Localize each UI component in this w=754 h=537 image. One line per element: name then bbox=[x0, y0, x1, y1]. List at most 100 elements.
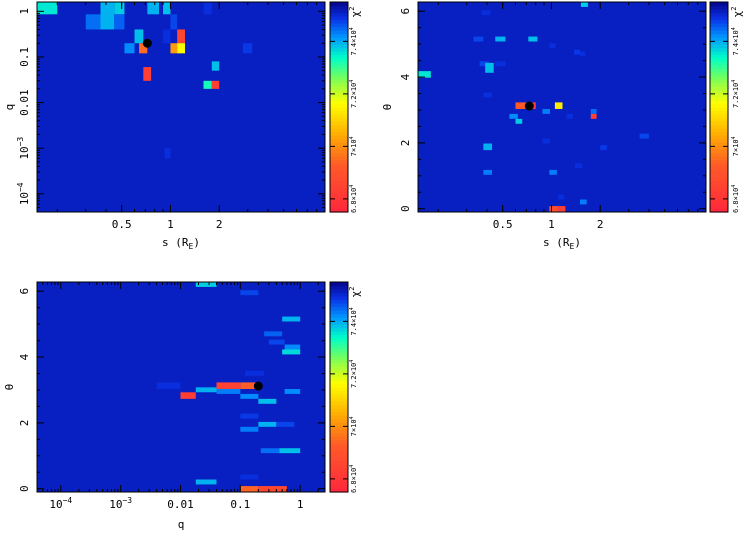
colorbar-segment bbox=[710, 117, 728, 122]
colorbar-segment bbox=[330, 320, 348, 325]
x-tick-label: 1 bbox=[297, 498, 304, 511]
colorbar-segment bbox=[330, 478, 348, 483]
colorbar-segment bbox=[330, 82, 348, 87]
colorbar-segment bbox=[330, 303, 348, 308]
colorbar-segment bbox=[710, 194, 728, 199]
colorbar-segment bbox=[330, 19, 348, 24]
colorbar-segment bbox=[330, 26, 348, 31]
colorbar-segment bbox=[710, 26, 728, 31]
heatmap-cell bbox=[164, 148, 171, 159]
y-tick-label: 10−4 bbox=[16, 182, 32, 205]
colorbar-segment bbox=[710, 37, 728, 42]
heatmap-cell bbox=[240, 393, 259, 399]
y-tick-label: 4 bbox=[399, 73, 412, 80]
colorbar-segment bbox=[710, 72, 728, 77]
colorbar-segment bbox=[330, 72, 348, 77]
heatmap-cell bbox=[156, 382, 181, 389]
heatmap-cell bbox=[195, 387, 217, 393]
heatmap-cell bbox=[282, 316, 301, 322]
heatmap-cell bbox=[177, 29, 186, 44]
colorbar-segment bbox=[330, 131, 348, 136]
colorbar-segment bbox=[710, 5, 728, 10]
colorbar-segment bbox=[330, 145, 348, 150]
colorbar-segment bbox=[330, 124, 348, 129]
heatmap-cell bbox=[284, 344, 301, 350]
colorbar-segment bbox=[710, 184, 728, 189]
colorbar-segment bbox=[330, 299, 348, 304]
x-tick-label: 2 bbox=[597, 218, 604, 231]
colorbar-segment bbox=[330, 110, 348, 115]
heatmap-cell bbox=[195, 479, 217, 485]
colorbar-segment bbox=[330, 397, 348, 402]
colorbar-segment bbox=[330, 44, 348, 49]
heatmap-cell bbox=[282, 349, 301, 355]
colorbar-segment bbox=[330, 12, 348, 17]
colorbar-segment bbox=[330, 324, 348, 329]
x-axis-label: s (RE) bbox=[543, 236, 581, 251]
colorbar-segment bbox=[330, 334, 348, 339]
y-axis-label: θ bbox=[381, 104, 394, 111]
colorbar: 6.8×104 7×104 7.2×104 7.4×104 χ2 bbox=[709, 1, 744, 213]
colorbar-segment bbox=[330, 362, 348, 367]
heatmap-cell bbox=[418, 71, 431, 78]
x-tick-label: 1 bbox=[548, 218, 555, 231]
colorbar: 6.8×104 7×104 7.2×104 7.4×104 χ2 bbox=[329, 1, 362, 213]
colorbar-segment bbox=[330, 373, 348, 378]
colorbar-segment bbox=[330, 208, 348, 213]
plot-frame bbox=[36, 281, 326, 493]
colorbar-segment bbox=[330, 9, 348, 14]
colorbar-segment bbox=[330, 331, 348, 336]
colorbar-frame bbox=[709, 1, 729, 213]
heatmap-cell bbox=[216, 388, 241, 394]
colorbar-segment bbox=[710, 124, 728, 129]
colorbar-segment bbox=[710, 201, 728, 206]
heatmap-cell bbox=[566, 113, 574, 119]
colorbar-segment bbox=[330, 345, 348, 350]
y-tick-label: 6 bbox=[399, 8, 412, 15]
heatmap-cell bbox=[124, 43, 135, 54]
colorbar-segment bbox=[330, 40, 348, 45]
colorbar-frame bbox=[329, 281, 349, 493]
colorbar-segment bbox=[330, 352, 348, 357]
heatmap-cell bbox=[260, 448, 280, 454]
colorbar-segment bbox=[710, 170, 728, 175]
colorbar-segment bbox=[330, 138, 348, 143]
heatmap-cell bbox=[590, 113, 597, 119]
colorbar-segment bbox=[330, 310, 348, 315]
colorbar-segment bbox=[710, 44, 728, 49]
heatmap-cell bbox=[495, 36, 506, 42]
colorbar-segment bbox=[330, 103, 348, 108]
heatmap-cell bbox=[143, 67, 152, 81]
colorbar-segment bbox=[710, 149, 728, 154]
colorbar-segment bbox=[330, 289, 348, 294]
colorbar-segment bbox=[710, 107, 728, 112]
y-tick-label: 0.1 bbox=[18, 47, 31, 67]
best-fit-marker bbox=[524, 101, 534, 111]
y-tick-label: 10−3 bbox=[16, 137, 32, 160]
heatmap-cell bbox=[483, 169, 493, 175]
colorbar-segment bbox=[710, 16, 728, 21]
colorbar-segment bbox=[330, 2, 348, 7]
x-tick-label: 10−4 bbox=[49, 496, 72, 511]
colorbar-segment bbox=[330, 114, 348, 119]
heatmap-cell bbox=[203, 2, 212, 15]
colorbar-segment bbox=[330, 93, 348, 98]
heatmap-cell bbox=[481, 10, 491, 16]
colorbar-segment bbox=[330, 390, 348, 395]
colorbar-segment bbox=[330, 296, 348, 301]
colorbar-segment bbox=[330, 159, 348, 164]
y-tick-label: 1 bbox=[18, 8, 31, 15]
colorbar-segment bbox=[330, 439, 348, 444]
colorbar-segment bbox=[330, 485, 348, 490]
colorbar-segment bbox=[330, 194, 348, 199]
panel-s-theta: 0.5 1 2 0 2 4 6 s (RE) θ 6.8×104 7×104 7.2×104 7.4×1… bbox=[381, 1, 744, 251]
colorbar-segment bbox=[710, 159, 728, 164]
heatmap-cell bbox=[549, 43, 556, 49]
colorbar-segment bbox=[710, 131, 728, 136]
heatmap-cell bbox=[528, 36, 538, 42]
colorbar-segment bbox=[330, 177, 348, 182]
y-tick-label: 0 bbox=[18, 485, 31, 492]
heatmap-cell bbox=[170, 14, 178, 30]
heatmap-cell bbox=[240, 382, 259, 389]
colorbar: 6.8×104 7×104 7.2×104 7.4×104 χ2 bbox=[329, 281, 362, 493]
